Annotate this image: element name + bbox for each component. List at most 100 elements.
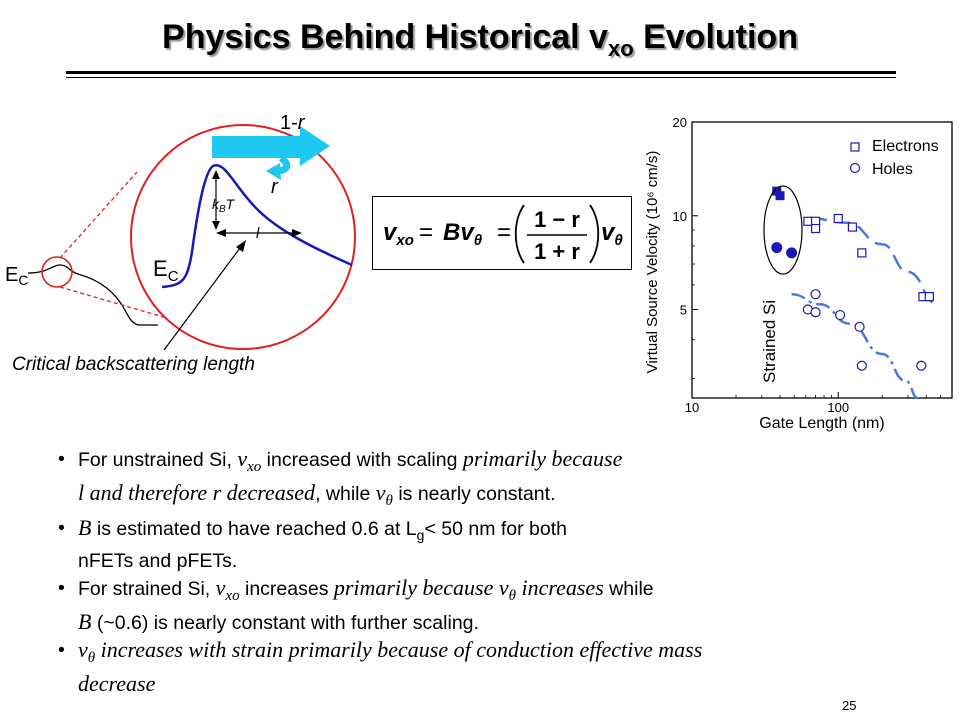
caption-pointer-head <box>236 240 246 252</box>
bullet-item: • For unstrained Si, vxo increased with s… <box>52 446 872 515</box>
bullet-text-segment: increases with strain primarily because … <box>95 636 703 662</box>
bullet-text-segment: θ <box>87 649 96 666</box>
eq-v: v <box>460 219 475 246</box>
caption-pointer <box>163 243 244 351</box>
data-point-strained-si-electrons <box>775 191 785 201</box>
bullet-dot-icon: • <box>58 516 65 539</box>
kbt-arrow-head-top <box>212 170 220 179</box>
bullet-text-segment: v <box>78 636 88 662</box>
conduction-band-edge <box>161 163 353 289</box>
bullet-dot-icon: • <box>58 638 65 661</box>
data-point-electrons <box>847 222 857 232</box>
trend-line-electrons <box>810 217 939 306</box>
ec-large-label: EC <box>153 256 179 285</box>
reflection-arrow-head <box>266 163 281 180</box>
page-number: 25 <box>842 698 857 713</box>
bullet-text-segment: v <box>375 480 386 506</box>
bullet-list: • For unstrained Si, vxo increased with s… <box>52 446 872 698</box>
data-point-holes <box>916 360 927 371</box>
bullet-text-segment: nFETs and pFETs. <box>78 550 238 573</box>
bullet-text-segment: increased with scaling <box>261 449 463 471</box>
eq-b: B <box>443 219 460 246</box>
length-label: l <box>256 225 260 242</box>
svg-text:Bvθ: Bvθ <box>443 219 483 249</box>
strained-si-oval <box>763 185 803 275</box>
bullet-text-segment: xo <box>225 587 240 604</box>
bullet-text-segment: increases <box>515 574 604 600</box>
small-band-curve <box>27 264 158 326</box>
title-rule-thick <box>66 71 896 74</box>
data-point-holes <box>854 321 865 332</box>
eq-lhs-v: v <box>383 219 398 246</box>
svg-text:vxo: vxo <box>383 219 414 249</box>
bullet-text-segment: B <box>78 514 92 540</box>
bullet-text-segment: θ <box>508 587 516 604</box>
data-point-electrons <box>924 292 934 302</box>
bullet-text-segment: decrease <box>78 670 156 696</box>
bullet-text-segment: is nearly constant. <box>392 483 556 506</box>
legend-holes-marker <box>849 162 861 174</box>
zoom-source-circle <box>41 256 73 288</box>
bullet-text-segment: primarily because <box>462 446 623 471</box>
bullet-text-segment: For strained Si, <box>78 577 216 600</box>
diagram-caption: Critical backscattering length <box>12 354 255 375</box>
eq-paren-left <box>514 204 525 264</box>
legend-electrons-marker <box>850 142 860 152</box>
bullet-text-segment: θ <box>385 493 393 510</box>
equation-box: vxo = Bvθ = 1 − r 1 + r vθ <box>372 196 632 270</box>
strained-si-label: Strained Si <box>760 300 779 383</box>
bullet-text-segment: l and therefore r decreased <box>78 480 316 506</box>
eq-equals-1: = <box>419 219 433 246</box>
data-point-holes <box>810 307 821 318</box>
slide-title: Physics Behind Historical vxo Evolution <box>162 18 798 61</box>
bullet-text-segment: For unstrained Si, <box>78 449 238 471</box>
legend-holes-label: Holes <box>872 161 913 178</box>
bullet-text-segment: is estimated to have reached 0.6 at L <box>91 517 417 540</box>
eq-theta-right: θ <box>614 232 623 249</box>
title-rule-thin <box>66 77 896 78</box>
length-arrow-head-left <box>216 229 226 237</box>
bullet-text-segment: primarily because v <box>333 574 509 600</box>
eq-lhs-sub: xo <box>395 232 414 249</box>
bullet-item: • B is estimated to have reached 0.6 at L… <box>52 515 872 575</box>
svg-text:vθ: vθ <box>601 219 623 249</box>
data-point-holes <box>834 309 846 321</box>
data-point-holes <box>810 289 821 300</box>
data-point-electrons <box>803 216 813 226</box>
transmission-arrow <box>212 126 330 166</box>
data-point-electrons <box>810 223 821 234</box>
data-point-electrons <box>857 248 867 258</box>
transmission-label: 1-r <box>280 112 306 134</box>
bullet-item: • vθ increases with strain primarily beca… <box>52 637 872 699</box>
eq-theta: θ <box>474 232 483 249</box>
x-axis-label: Gate Length (nm) <box>759 415 884 432</box>
eq-v-right: v <box>601 219 616 246</box>
bullet-text-segment: < 50 nm for both <box>424 517 567 540</box>
vxo-equation: vxo = Bvθ = 1 − r 1 + r vθ <box>383 204 623 264</box>
eq-paren-right <box>589 204 600 264</box>
bullet-text-segment: v <box>215 574 226 600</box>
y-axis-label: Virtual Source Velocity (10⁶ cm/s) <box>644 151 661 374</box>
x-tick-label: 100 <box>827 400 849 415</box>
zoom-line-bottom <box>59 286 237 339</box>
plot-frame <box>691 121 953 399</box>
y-tick-label: 10 <box>673 209 687 224</box>
data-point-strained-si-holes <box>771 242 783 254</box>
eq-equals-2: = <box>497 219 511 246</box>
bullet-text-segment: while <box>603 577 654 600</box>
bullet-text-segment: (~0.6) is nearly constant with further s… <box>91 612 479 635</box>
y-tick-label: 5 <box>680 303 687 318</box>
trend-line-holes <box>791 292 919 400</box>
data-point-holes <box>856 360 867 371</box>
legend-electrons-label: Electrons <box>872 138 939 155</box>
data-point-electrons <box>833 213 843 224</box>
bullet-text-segment: v <box>237 446 248 471</box>
bullet-text-segment: g <box>416 526 425 543</box>
eq-numerator: 1 − r <box>534 207 580 232</box>
bullet-item: • For strained Si, vxo increases primaril… <box>52 575 872 637</box>
kbt-label: kBT <box>212 196 236 215</box>
zoom-circle <box>130 124 356 350</box>
y-tick-label: 20 <box>673 115 687 130</box>
